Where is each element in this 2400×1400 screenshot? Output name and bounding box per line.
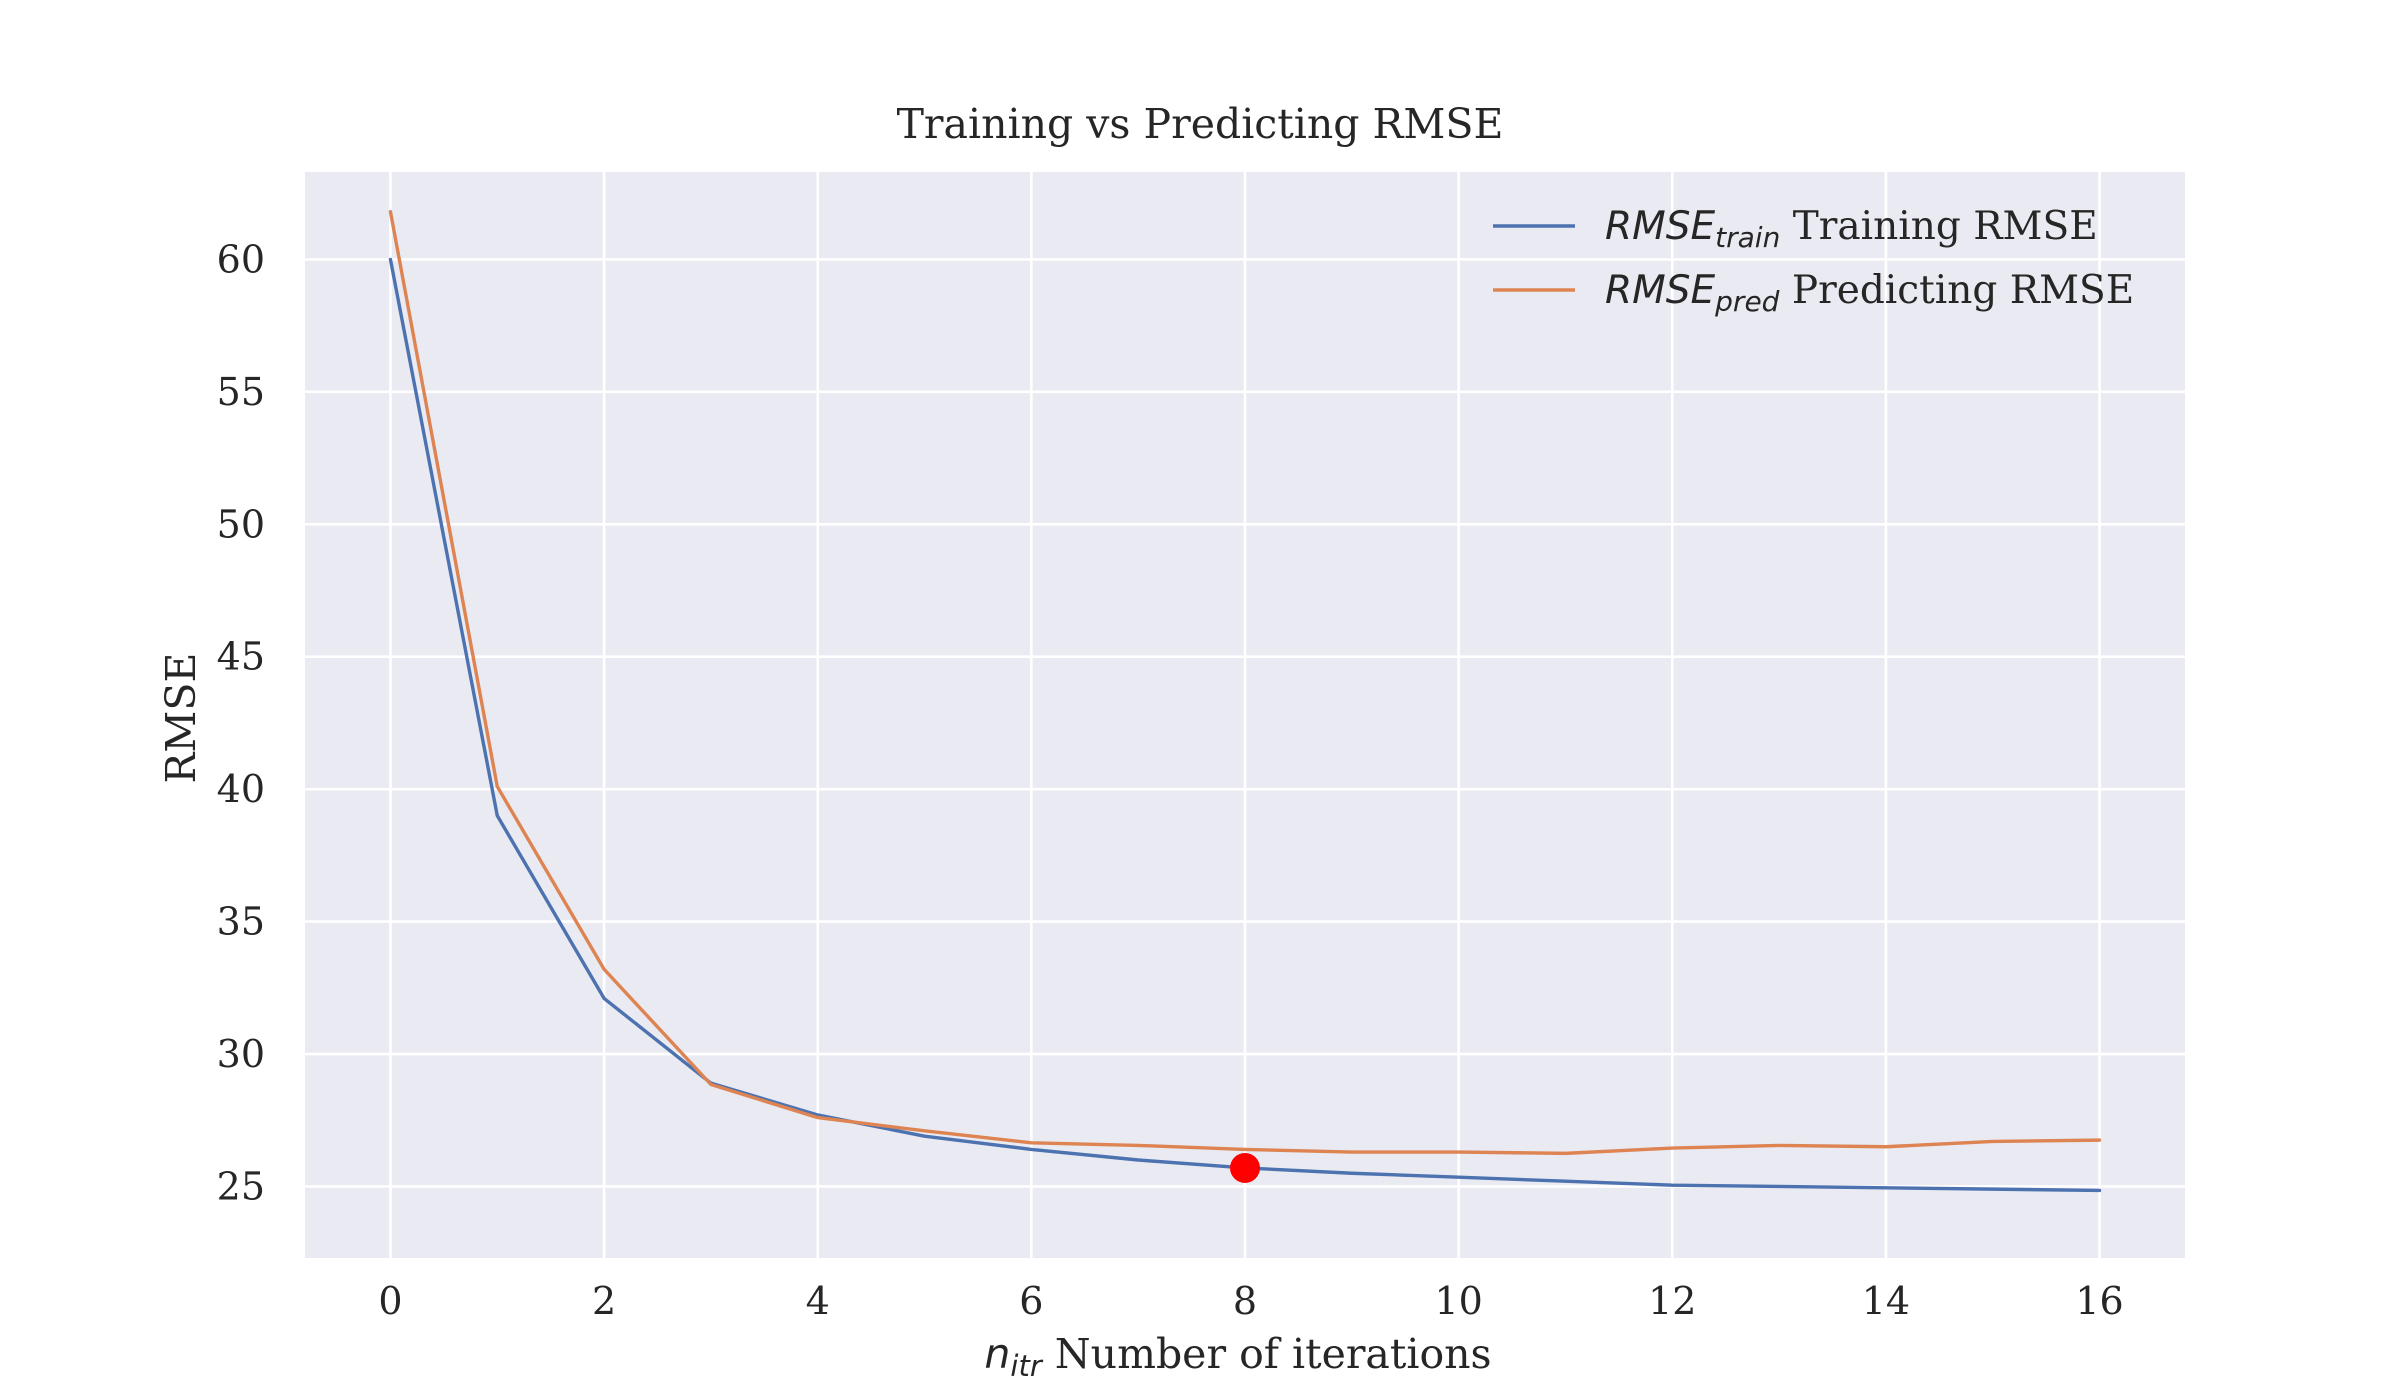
x-tick-label: 14 (1862, 1279, 1910, 1323)
chart-title: Training vs Predicting RMSE (897, 100, 1504, 148)
y-tick-label: 60 (217, 237, 265, 281)
legend-label: RMSEtrain Training RMSE (1605, 204, 2098, 254)
x-tick-label: 12 (1648, 1279, 1696, 1323)
series-line-pred (388, 210, 2102, 1156)
x-axis-label-math-sub: itr (1010, 1349, 1043, 1383)
y-tick-label: 35 (217, 900, 265, 944)
highlight-point-group (1230, 1152, 1260, 1183)
y-tick-label: 25 (217, 1164, 265, 1208)
x-tick-label: 10 (1434, 1279, 1482, 1323)
y-axis-label: RMSE (157, 653, 205, 784)
legend-label-math: RMSE (1605, 204, 1716, 249)
y-tick-label: 45 (217, 635, 265, 679)
legend-label-math: RMSE (1605, 268, 1716, 313)
x-axis-label: nitr Number of iterations (984, 1330, 1491, 1383)
y-tick-label: 30 (217, 1032, 265, 1076)
y-tick-label: 50 (217, 502, 265, 546)
legend-label-math-sub: pred (1714, 285, 1780, 318)
y-tick-label: 40 (217, 767, 265, 811)
x-tick-label: 6 (1019, 1279, 1043, 1323)
x-tick-label: 16 (2075, 1279, 2123, 1323)
legend-label-math-sub: train (1715, 221, 1780, 254)
x-tick-label: 2 (592, 1279, 616, 1323)
tick-labels: 0 2 4 6 8 10 12 14 16 25 30 35 40 45 50 55 60 (217, 237, 2124, 1323)
x-tick-label: 8 (1233, 1279, 1257, 1323)
x-tick-label: 4 (806, 1279, 830, 1323)
x-axis-label-math: n (984, 1330, 1010, 1378)
x-tick-label: 0 (378, 1279, 402, 1323)
highlight-point (1230, 1152, 1260, 1183)
legend-label-text: Predicting RMSE (1779, 268, 2134, 313)
y-tick-label: 55 (217, 370, 265, 414)
legend-label-text: Training RMSE (1780, 204, 2097, 249)
legend-label: RMSEpred Predicting RMSE (1605, 268, 2134, 318)
x-axis-label-text: Number of iterations (1042, 1330, 1492, 1378)
